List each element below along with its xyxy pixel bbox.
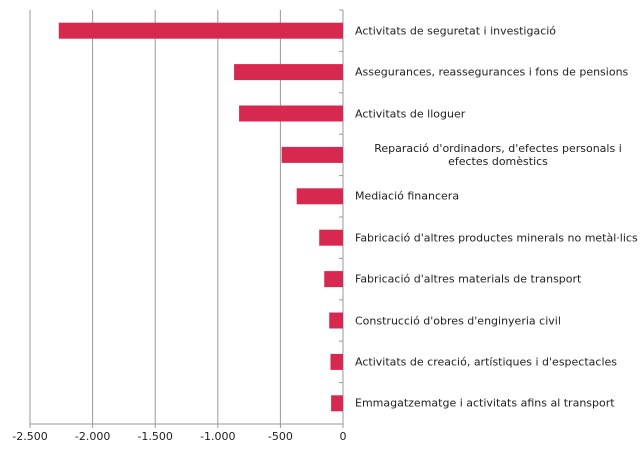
category-label: Reparació d'ordinadors, d'efectes person… (374, 141, 622, 168)
bar (331, 395, 343, 412)
bar (58, 22, 344, 39)
bar (330, 353, 343, 370)
x-tick-label: -500 (268, 430, 293, 443)
bar (329, 312, 343, 329)
category-label: Activitats de creació, artístiques i d'e… (355, 355, 618, 369)
category-label: Activitats de lloguer (355, 107, 466, 120)
category-label: Fabricació d'altres materials de transpo… (355, 272, 582, 286)
bar (234, 64, 343, 81)
bar (324, 271, 343, 288)
bar (296, 188, 343, 205)
x-tick-label: -2.000 (75, 430, 110, 443)
bar (319, 229, 343, 246)
x-tick-label: 0 (340, 430, 347, 443)
category-label: Activitats de seguretat i investigació (355, 24, 557, 38)
x-tick-label: -1.000 (200, 430, 235, 443)
category-label: Assegurances, reassegurances i fons de p… (355, 65, 629, 79)
category-label: Emmagatzematge i activitats afins al tra… (355, 396, 615, 410)
category-label: Fabricació d'altres productes minerals n… (355, 231, 638, 245)
category-label: Construcció d'obres d'enginyeria civil (355, 314, 561, 327)
bar (239, 105, 343, 122)
category-label: Mediació financera (355, 189, 460, 203)
x-tick-label: -1.500 (137, 430, 172, 443)
x-tick-label: -2.500 (12, 430, 47, 443)
bar (281, 146, 343, 163)
